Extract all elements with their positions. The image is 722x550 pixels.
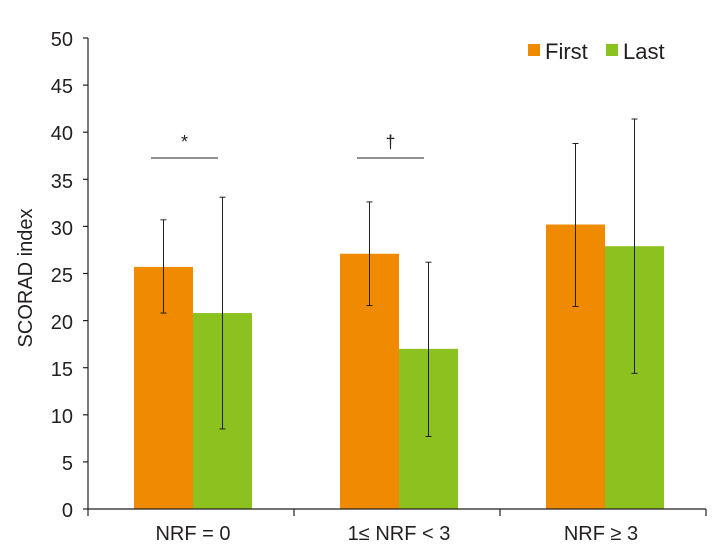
- y-tick-label: 25: [51, 265, 73, 287]
- chart-marks: * †: [83, 37, 707, 516]
- y-tick-label: 40: [51, 123, 73, 145]
- x-category-label: NRF ≥ 3: [564, 523, 638, 545]
- significance-marker: *: [181, 132, 188, 152]
- y-tick-label: 30: [51, 218, 73, 240]
- y-tick-label: 0: [62, 500, 73, 522]
- y-tick-label: 50: [51, 29, 73, 51]
- legend-label-last: Last: [623, 39, 665, 64]
- legend-label-first: First: [545, 39, 588, 64]
- y-tick-label: 35: [51, 171, 73, 193]
- y-tick-label: 20: [51, 312, 73, 334]
- y-tick-label: 45: [51, 76, 73, 98]
- legend-swatch-last: [606, 44, 618, 56]
- legend-swatch-first: [528, 44, 540, 56]
- y-tick-label: 10: [51, 406, 73, 428]
- legend: First Last: [528, 39, 665, 64]
- x-category-labels: NRF = 0 1≤ NRF < 3 NRF ≥ 3: [155, 523, 638, 545]
- y-tick-label: 5: [62, 453, 73, 475]
- y-axis-title: SCORAD index: [15, 209, 37, 348]
- significance-marker: †: [385, 132, 395, 152]
- y-tick-label: 15: [51, 359, 73, 381]
- x-category-label: 1≤ NRF < 3: [348, 523, 451, 545]
- x-category-label: NRF = 0: [155, 523, 230, 545]
- y-tick-labels: 0 5 10 15 20 25 30 35 40 45 50: [51, 29, 73, 522]
